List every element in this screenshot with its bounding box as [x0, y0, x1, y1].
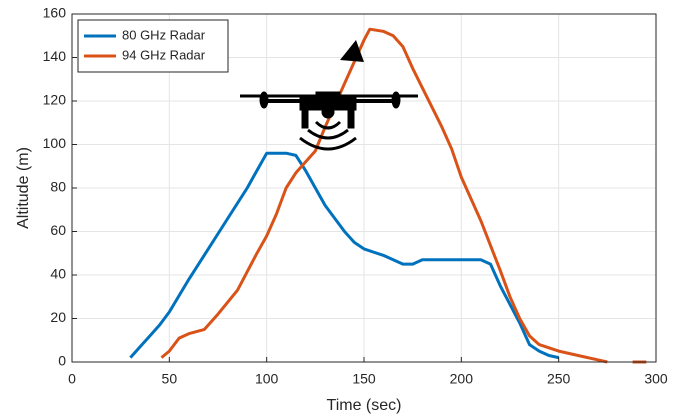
- legend-label: 94 GHz Radar: [122, 47, 206, 62]
- series-line: [129, 151, 560, 360]
- y-tick-label: 20: [50, 309, 66, 325]
- x-tick-label: 200: [450, 371, 474, 387]
- y-tick-label: 140: [43, 48, 67, 64]
- x-tick-label: 300: [644, 371, 668, 387]
- y-tick-label: 80: [50, 179, 66, 195]
- drone-icon: [240, 40, 418, 151]
- y-tick-label: 60: [50, 222, 66, 238]
- y-tick-label: 160: [43, 5, 67, 21]
- x-axis-label: Time (sec): [327, 397, 402, 414]
- y-tick-label: 0: [58, 353, 66, 369]
- y-axis-label: Altitude (m): [15, 147, 32, 229]
- legend: 80 GHz Radar 94 GHz Radar: [77, 19, 229, 73]
- legend-box: [77, 19, 229, 73]
- x-tick-label: 100: [255, 371, 279, 387]
- x-tick-label: 0: [68, 371, 76, 387]
- y-tick-label: 100: [43, 135, 67, 151]
- y-tick-label: 120: [43, 92, 67, 108]
- legend-label: 80 GHz Radar: [122, 27, 206, 42]
- x-tick-label: 50: [162, 371, 178, 387]
- x-tick-label: 150: [352, 371, 376, 387]
- y-tick-label: 40: [50, 266, 66, 282]
- x-tick-label: 250: [547, 371, 571, 387]
